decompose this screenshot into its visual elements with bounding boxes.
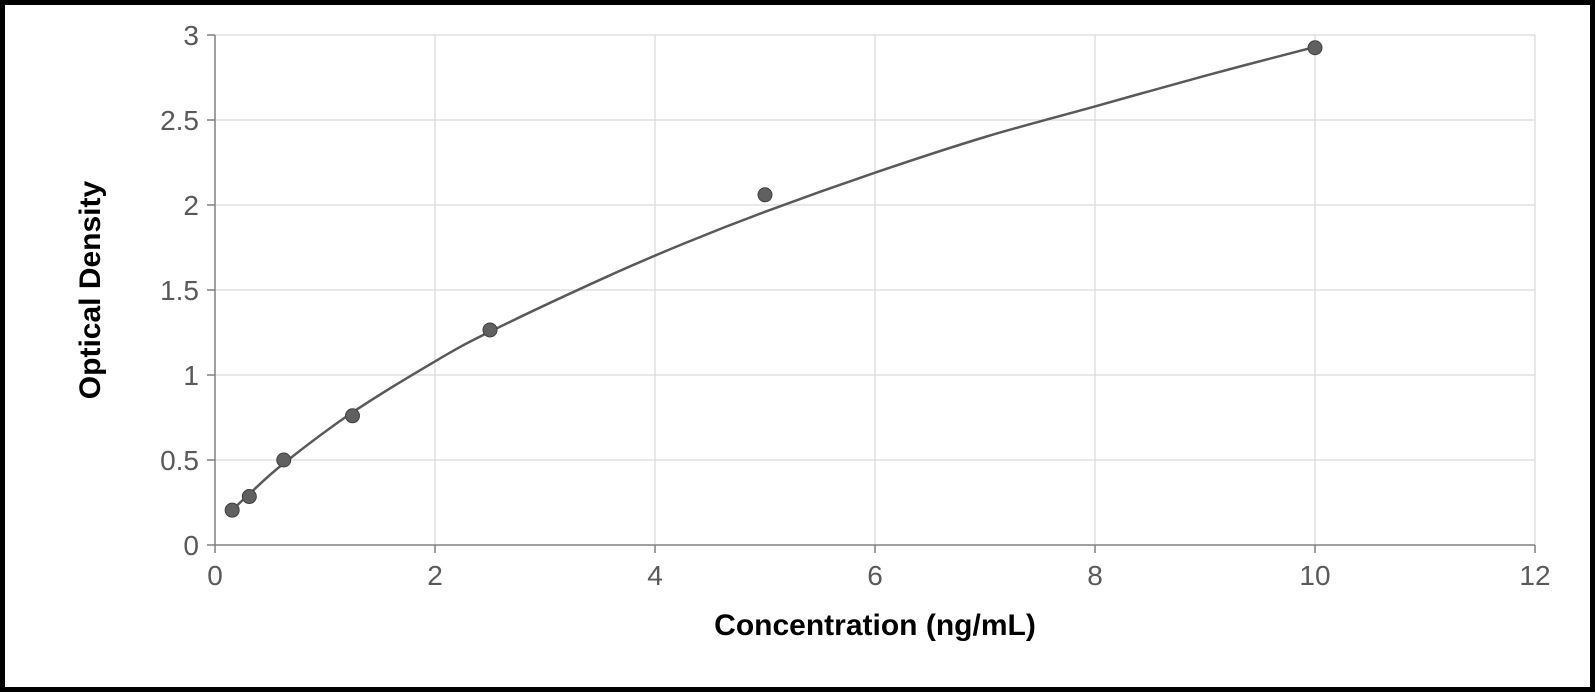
x-tick-label: 8 xyxy=(1087,560,1103,591)
data-point-marker xyxy=(758,188,772,202)
x-tick-label: 10 xyxy=(1299,560,1330,591)
x-tick-labels: 0 2 4 6 8 10 12 xyxy=(207,560,1550,591)
x-tick-marks xyxy=(215,545,1535,553)
chart-svg: 0 2 4 6 8 10 12 0 0.5 1 1.5 2 2.5 3 Concentration (n… xyxy=(5,5,1590,687)
data-point-marker xyxy=(346,409,360,423)
data-markers xyxy=(225,41,1322,517)
y-tick-label: 0 xyxy=(183,530,199,561)
chart-frame: 0 2 4 6 8 10 12 0 0.5 1 1.5 2 2.5 3 Concentration (n… xyxy=(0,0,1595,692)
y-tick-labels: 0 0.5 1 1.5 2 2.5 3 xyxy=(160,20,199,561)
curve-line xyxy=(232,47,1315,510)
data-point-marker xyxy=(242,490,256,504)
x-tick-label: 12 xyxy=(1519,560,1550,591)
y-tick-label: 2.5 xyxy=(160,105,199,136)
y-tick-label: 1.5 xyxy=(160,275,199,306)
x-tick-label: 0 xyxy=(207,560,223,591)
data-point-marker xyxy=(277,453,291,467)
y-tick-marks xyxy=(207,35,215,545)
y-tick-label: 1 xyxy=(183,360,199,391)
data-point-marker xyxy=(225,503,239,517)
x-tick-label: 6 xyxy=(867,560,883,591)
data-point-marker xyxy=(1308,41,1322,55)
data-point-marker xyxy=(483,323,497,337)
x-tick-label: 4 xyxy=(647,560,663,591)
y-tick-label: 2 xyxy=(183,190,199,221)
y-tick-label: 0.5 xyxy=(160,445,199,476)
x-axis-label: Concentration (ng/mL) xyxy=(714,609,1036,642)
y-tick-label: 3 xyxy=(183,20,199,51)
y-axis-label: Optical Density xyxy=(74,180,107,399)
x-tick-label: 2 xyxy=(427,560,443,591)
